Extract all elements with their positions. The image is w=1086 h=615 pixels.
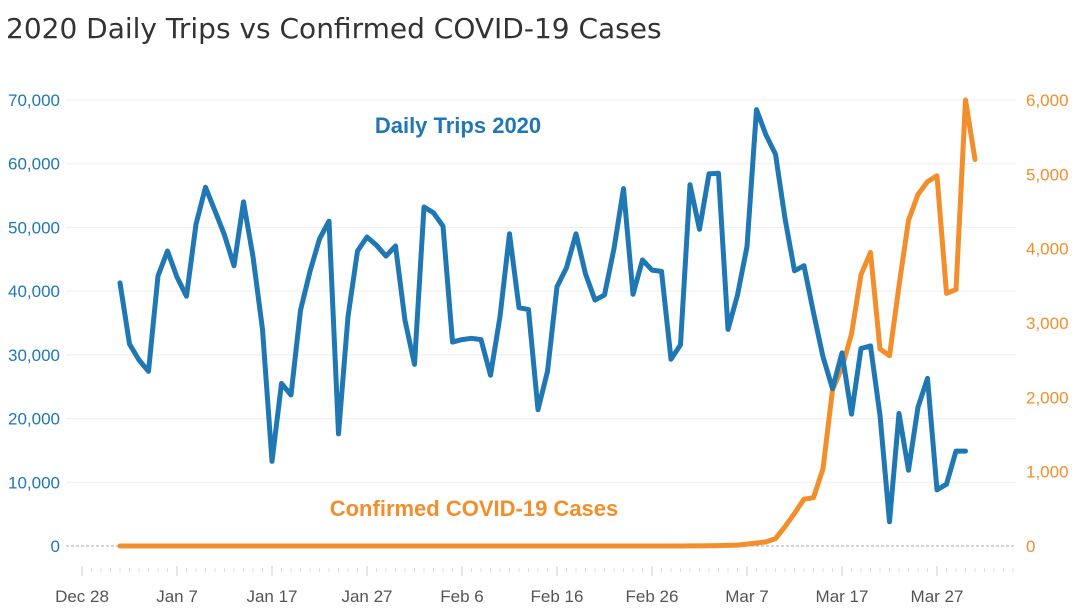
right-tick-label: 6,000: [1026, 91, 1069, 110]
x-tick-label: Feb 16: [531, 587, 584, 606]
right-tick-label: 3,000: [1026, 314, 1069, 333]
x-tick-label: Jan 17: [246, 587, 297, 606]
x-axis: Dec 28 Jan 7 Jan 17 Jan 27 Feb 6 Feb 16 Feb 26…: [55, 566, 1014, 606]
left-axis-ticks: 0 10,000 20,000 30,000 40,000 50,000 60,000 70,…: [8, 91, 60, 556]
x-tick-label: Mar 7: [725, 587, 768, 606]
chart-title: 2020 Daily Trips vs Confirmed COVID-19 C…: [6, 12, 662, 45]
right-tick-label: 2,000: [1026, 388, 1069, 407]
x-tick-label: Feb 26: [626, 587, 679, 606]
left-tick-label: 20,000: [8, 410, 60, 429]
annotation-daily-trips: Daily Trips 2020: [375, 113, 541, 138]
x-tick-label: Mar 27: [911, 587, 964, 606]
annotation-confirmed-cases: Confirmed COVID-19 Cases: [330, 496, 619, 521]
series-line-confirmed-cases: [117, 97, 978, 549]
right-axis-ticks: 0 1,000 2,000 3,000 4,000 5,000 6,000: [1026, 91, 1069, 556]
x-tick-label: Jan 27: [341, 587, 392, 606]
left-tick-label: 70,000: [8, 91, 60, 110]
x-tick-label: Jan 7: [156, 587, 198, 606]
left-tick-label: 10,000: [8, 473, 60, 492]
right-tick-label: 0: [1026, 537, 1035, 556]
left-tick-label: 60,000: [8, 155, 60, 174]
left-tick-label: 50,000: [8, 218, 60, 237]
series-lines: [117, 97, 978, 549]
x-tick-label: Mar 17: [816, 587, 869, 606]
left-tick-label: 40,000: [8, 282, 60, 301]
left-tick-label: 0: [51, 537, 60, 556]
gridlines: [66, 99, 1016, 547]
right-tick-label: 5,000: [1026, 165, 1069, 184]
x-tick-label: Dec 28: [55, 587, 109, 606]
x-tick-label: Feb 6: [440, 587, 483, 606]
left-tick-label: 30,000: [8, 346, 60, 365]
right-tick-label: 1,000: [1026, 463, 1069, 482]
right-tick-label: 4,000: [1026, 240, 1069, 259]
series-line-daily-trips: [117, 107, 968, 525]
